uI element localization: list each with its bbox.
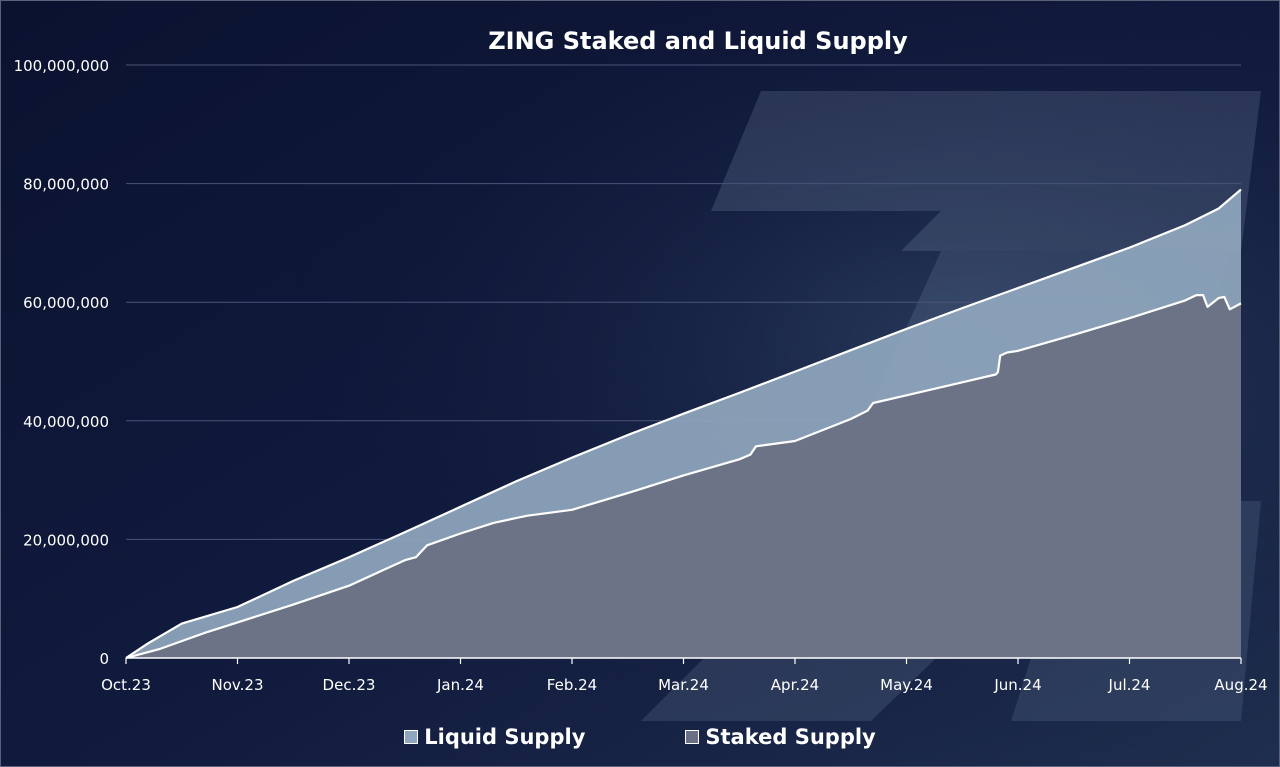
legend-item-staked: Staked Supply [685, 725, 876, 749]
x-tick-label: Feb.24 [547, 676, 597, 694]
legend-swatch-liquid [404, 730, 419, 744]
x-tick-label: Dec.23 [323, 676, 376, 694]
x-tick-label: Nov.23 [212, 676, 264, 694]
x-tick-label: Jun.24 [993, 676, 1041, 694]
x-tick-label: Apr.24 [771, 676, 819, 694]
legend: Liquid Supply Staked Supply [1, 725, 1279, 749]
legend-label-staked: Staked Supply [705, 725, 876, 749]
y-tick-label: 80,000,000 [23, 176, 109, 194]
y-tick-label: 40,000,000 [23, 413, 109, 431]
y-tick-label: 60,000,000 [23, 294, 109, 312]
x-tick-label: May.24 [880, 676, 933, 694]
legend-swatch-staked [685, 730, 700, 744]
axes: 0 20,000,000 40,000,000 60,000,000 80,000,00… [14, 57, 1268, 694]
x-tick-label: Jan.24 [436, 676, 484, 694]
legend-label-liquid: Liquid Supply [424, 725, 586, 749]
line-liquid-supply [125, 188, 1242, 659]
x-tick-label: Oct.23 [101, 676, 151, 694]
legend-item-liquid: Liquid Supply [404, 725, 585, 749]
x-tick-label: Mar.24 [658, 676, 709, 694]
x-tick-label: Jul.24 [1108, 676, 1151, 694]
x-tick-label: Aug.24 [1214, 676, 1267, 694]
y-tick-label: 0 [99, 650, 109, 668]
chart-title: ZING Staked and Liquid Supply [488, 27, 908, 55]
line-staked-supply [125, 294, 1242, 660]
y-tick-label: 20,000,000 [23, 531, 109, 549]
y-tick-label: 100,000,000 [14, 57, 109, 75]
series-areas [125, 188, 1242, 660]
